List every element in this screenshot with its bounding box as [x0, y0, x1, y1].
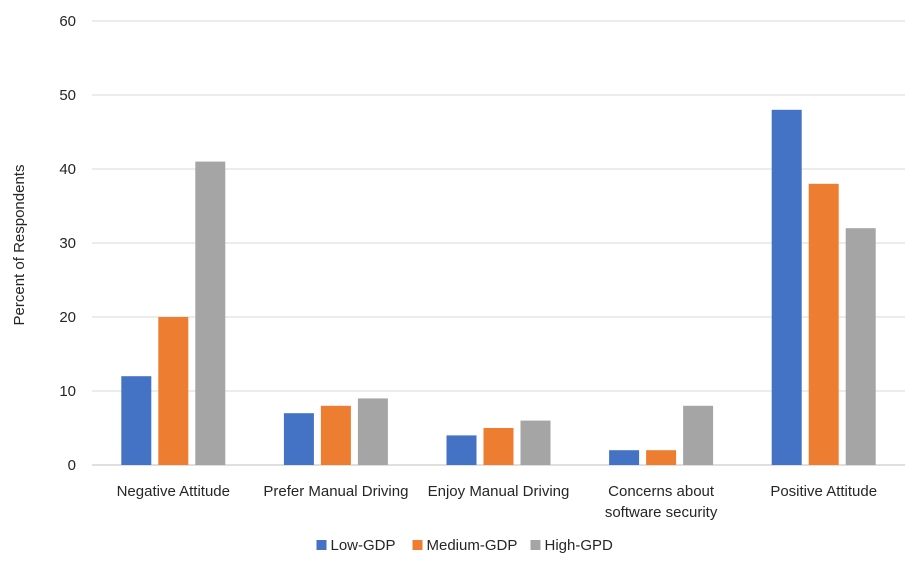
bar-medium-gdp-5 — [808, 183, 839, 466]
legend-item-high-gpd: High-GPD — [530, 537, 614, 554]
y-tick-label: 10 — [59, 383, 76, 400]
bar-medium-gdp-3 — [483, 428, 514, 465]
bar-low-gdp-5 — [771, 109, 802, 466]
y-tick-label: 50 — [59, 87, 76, 104]
y-tick-label: 30 — [59, 235, 76, 252]
legend: Low-GDP Medium-GDP High-GPD — [316, 537, 614, 554]
y-tick-label: 20 — [59, 309, 76, 326]
x-category-label: Prefer Manual Driving — [263, 483, 408, 500]
bar-low-gdp-2 — [283, 413, 314, 465]
bar-medium-gdp-4 — [646, 450, 677, 465]
bar-low-gdp-4 — [609, 450, 640, 465]
legend-item-low-gdp: Low-GDP — [316, 537, 396, 554]
x-category-label-line: Prefer Manual Driving — [263, 483, 408, 500]
bar-medium-gdp-2 — [320, 405, 351, 465]
bar-low-gdp-3 — [446, 435, 477, 465]
gridlines — [92, 20, 905, 466]
legend-label: Medium-GDP — [427, 537, 518, 554]
x-axis-categories: Negative Attitude Prefer Manual Driving En… — [117, 483, 877, 521]
legend-swatch — [412, 540, 423, 550]
bar-low-gdp-1 — [121, 376, 152, 465]
x-category-label-line: software security — [605, 504, 718, 521]
legend-label: Low-GDP — [331, 537, 396, 554]
x-category-label: Positive Attitude — [770, 483, 877, 500]
y-axis-ticks: 0 10 20 30 40 50 60 — [59, 13, 76, 474]
x-category-label: Negative Attitude — [117, 483, 230, 500]
x-category-label-line: Positive Attitude — [770, 483, 877, 500]
x-category-label: Enjoy Manual Driving — [428, 483, 570, 500]
x-category-label-line: Concerns about — [608, 483, 715, 500]
legend-swatch — [530, 540, 541, 550]
bars — [121, 109, 876, 466]
y-axis-title: Percent of Respondents — [11, 165, 28, 326]
bar-high-gpd-2 — [357, 398, 388, 465]
legend-swatch — [316, 540, 327, 550]
y-tick-label: 40 — [59, 161, 76, 178]
y-tick-label: 0 — [68, 457, 76, 474]
legend-label: High-GPD — [545, 537, 614, 554]
bar-medium-gdp-1 — [158, 317, 189, 465]
bar-high-gpd-4 — [683, 405, 714, 465]
x-category-label-line: Negative Attitude — [117, 483, 230, 500]
x-category-label: Concerns about software security — [605, 483, 718, 521]
bar-high-gpd-1 — [195, 161, 226, 465]
bar-high-gpd-5 — [845, 228, 876, 465]
y-tick-label: 60 — [59, 13, 76, 30]
legend-item-medium-gdp: Medium-GDP — [412, 537, 518, 554]
x-category-label-line: Enjoy Manual Driving — [428, 483, 570, 500]
bar-high-gpd-3 — [520, 420, 551, 465]
